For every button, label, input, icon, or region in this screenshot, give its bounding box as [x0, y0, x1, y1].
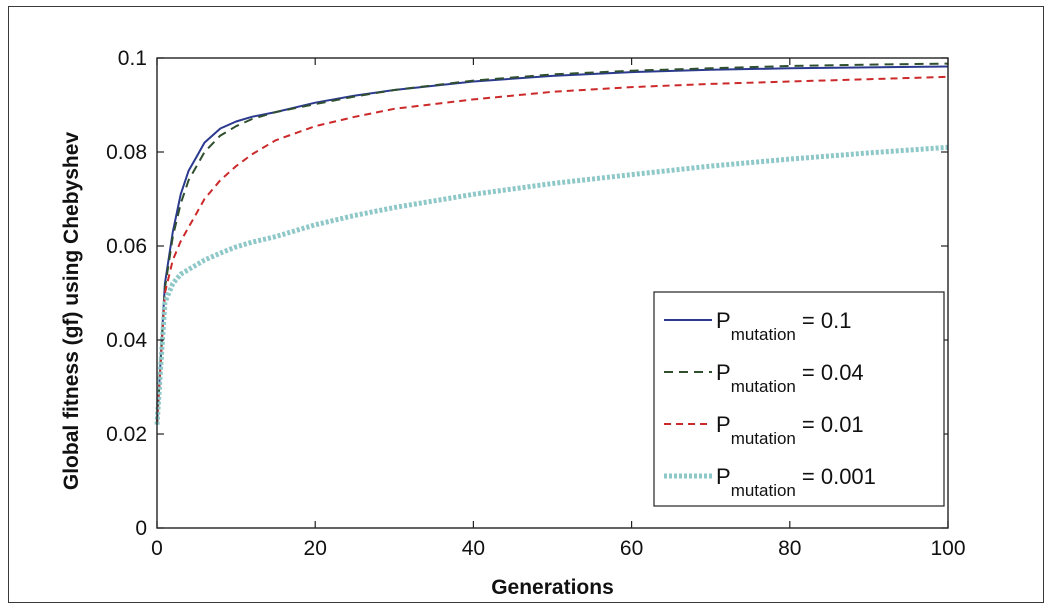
y-tick-label: 0 — [135, 517, 147, 540]
y-tick-label: 0.02 — [106, 423, 147, 446]
x-tick-label: 80 — [778, 537, 801, 560]
y-tick-label: 0.04 — [106, 329, 147, 352]
y-tick-label: 0.08 — [106, 141, 147, 164]
y-tick-label: 0.1 — [118, 47, 147, 70]
x-axis-title: Generations — [491, 576, 614, 599]
x-tick-label: 60 — [620, 537, 643, 560]
legend-box — [654, 292, 944, 506]
x-tick-label: 0 — [151, 537, 163, 560]
y-tick-label: 0.06 — [106, 235, 147, 258]
x-tick-label: 40 — [462, 537, 485, 560]
x-tick-label: 20 — [304, 537, 327, 560]
x-tick-label: 100 — [930, 537, 965, 560]
y-axis-title: Global fitness (gf) using Chebyshev — [60, 132, 83, 491]
